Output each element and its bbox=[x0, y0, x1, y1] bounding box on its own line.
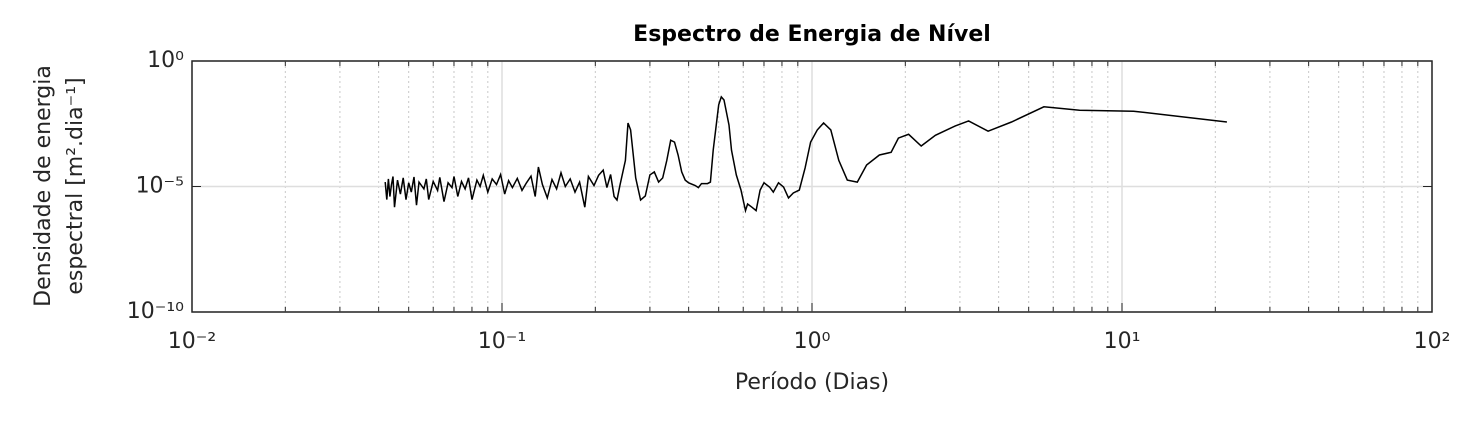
x-tick-label: 10² bbox=[1414, 329, 1451, 354]
x-tick-label: 10⁻¹ bbox=[478, 329, 526, 354]
y-axis-label: espectral [m².dia⁻¹] bbox=[63, 77, 88, 294]
x-tick-label: 10⁰ bbox=[794, 329, 831, 354]
y-axis-label: Densidade de energia bbox=[31, 65, 56, 307]
plot-frame bbox=[191, 60, 1433, 313]
y-tick-label: 10⁰ bbox=[147, 48, 184, 73]
y-tick-label: 10⁻¹⁰ bbox=[127, 299, 184, 324]
x-tick-label: 10⁻² bbox=[168, 329, 216, 354]
x-axis-label: Período (Dias) bbox=[735, 370, 889, 395]
x-tick-label: 10¹ bbox=[1104, 329, 1141, 354]
line-series bbox=[384, 95, 1227, 214]
chart-title: Espectro de Energia de Nível bbox=[633, 22, 991, 47]
y-tick-label: 10⁻⁵ bbox=[136, 174, 184, 199]
